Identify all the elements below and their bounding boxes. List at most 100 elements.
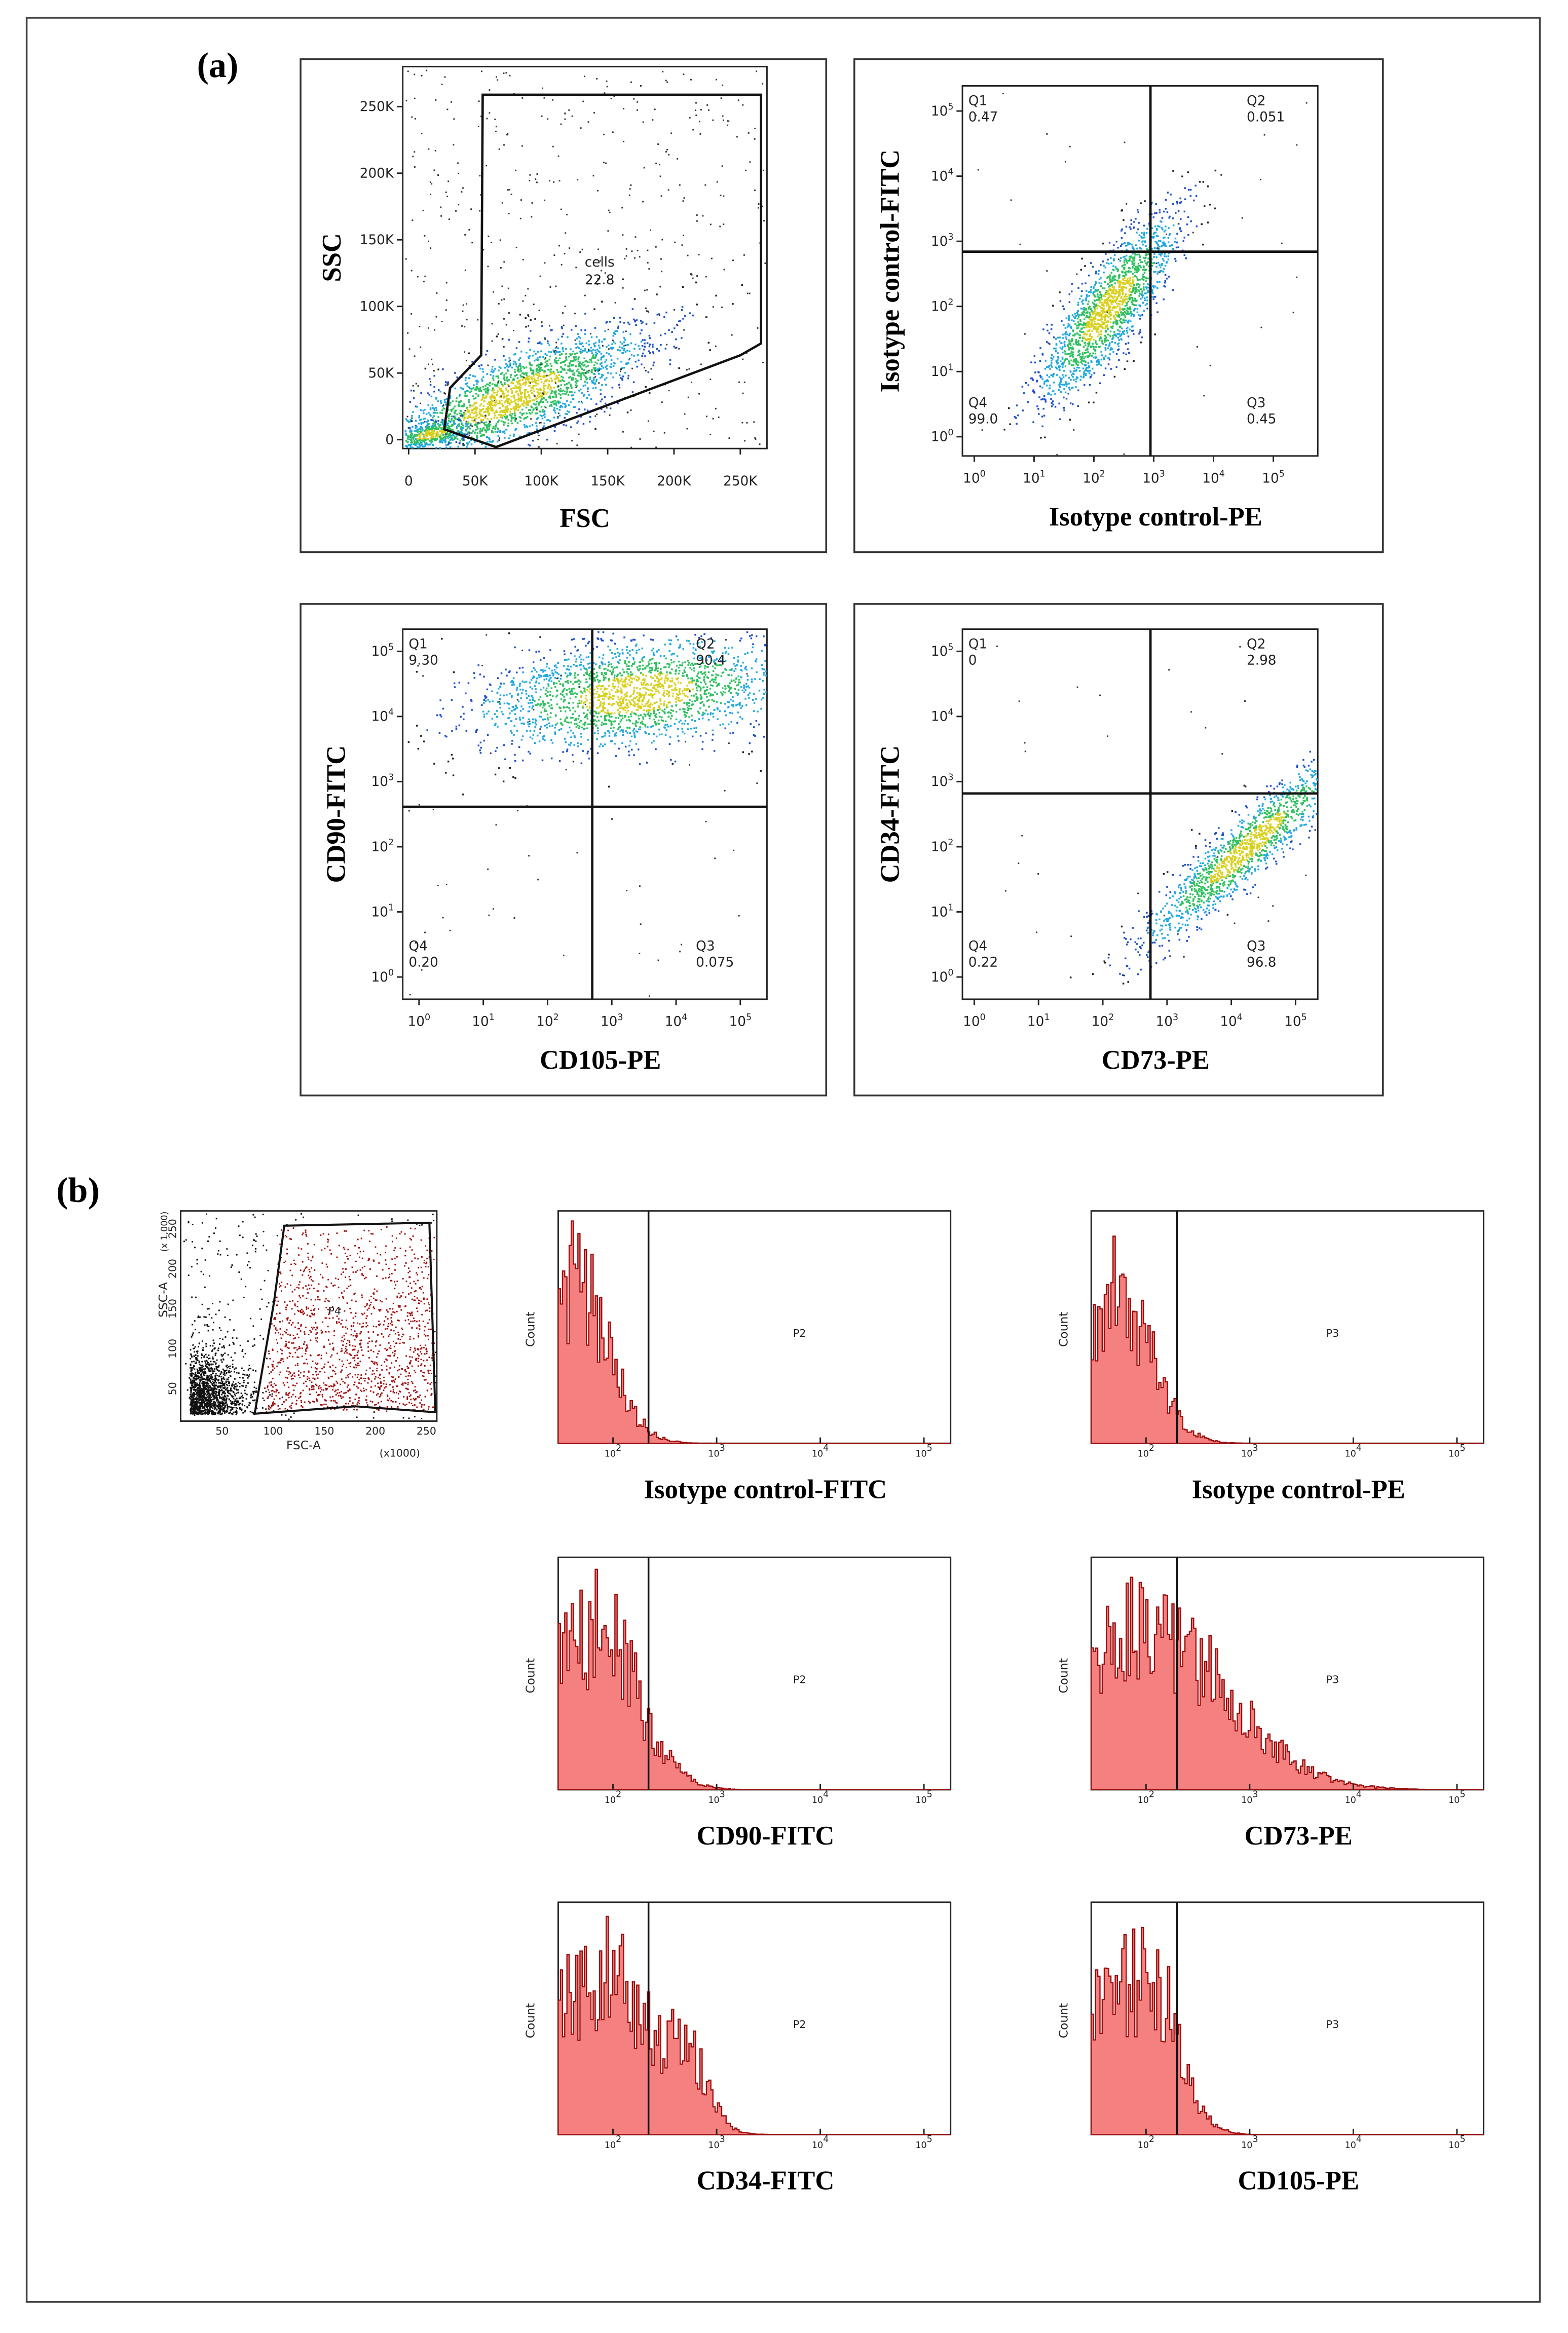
event-dot <box>1107 321 1109 323</box>
event-dot <box>707 342 710 344</box>
event-dot <box>1104 319 1106 321</box>
event-dot <box>437 433 439 435</box>
event-dot <box>472 375 474 377</box>
event-dot <box>446 436 449 438</box>
event-dot <box>1122 302 1124 304</box>
event-dot <box>1061 378 1063 380</box>
tick-exponent: 2 <box>1100 469 1105 479</box>
event-dot <box>1086 333 1088 335</box>
event-dot <box>1106 315 1109 317</box>
event-dot <box>1051 324 1053 326</box>
event-dot <box>642 657 644 659</box>
event-dot <box>1090 375 1092 378</box>
event-dot <box>542 701 544 704</box>
event-dot <box>536 409 538 411</box>
event-dot <box>665 80 667 82</box>
event-dot <box>1094 315 1097 318</box>
event-dot <box>449 439 452 441</box>
event-dot <box>621 378 623 380</box>
event-dot <box>433 169 435 171</box>
event-dot <box>1144 240 1146 242</box>
event-dot <box>426 69 428 71</box>
event-dot <box>581 342 583 344</box>
event-dot <box>591 380 593 382</box>
event-dot <box>594 367 597 369</box>
event-dot <box>571 440 573 442</box>
event-dot <box>417 439 420 441</box>
event-dot <box>533 402 535 405</box>
event-dot <box>1106 333 1109 335</box>
event-dot <box>461 429 463 431</box>
event-dot <box>535 178 537 180</box>
event-dot <box>1090 291 1092 293</box>
event-dot <box>499 407 501 409</box>
event-dot <box>464 395 466 397</box>
event-dot <box>578 683 580 685</box>
event-dot <box>552 145 554 147</box>
x-tick-label: 103 <box>1142 469 1165 486</box>
event-dot <box>557 385 559 387</box>
event-dot <box>683 329 685 331</box>
event-dot <box>604 361 606 363</box>
event-dot <box>494 428 497 430</box>
event-dot <box>1101 307 1103 309</box>
event-dot <box>1156 229 1158 231</box>
event-dot <box>599 363 602 365</box>
event-dot <box>549 420 551 422</box>
event-dot <box>1182 240 1185 242</box>
event-dot <box>1124 255 1126 258</box>
event-dot <box>529 425 531 428</box>
event-dot <box>633 348 636 350</box>
event-dot <box>504 413 506 416</box>
event-dot <box>648 345 651 348</box>
event-dot <box>1133 259 1135 262</box>
event-dot <box>1091 361 1093 363</box>
event-dot <box>527 314 529 316</box>
event-dot <box>419 439 421 441</box>
event-dot <box>440 402 442 404</box>
event-dot <box>1068 315 1070 317</box>
event-dot <box>1110 314 1112 316</box>
event-dot <box>1085 344 1087 347</box>
event-dot <box>533 399 535 401</box>
event-dot <box>1077 354 1079 357</box>
event-dot <box>472 430 474 432</box>
event-dot <box>539 401 541 403</box>
event-dot <box>469 416 471 418</box>
event-dot <box>682 318 684 320</box>
event-dot <box>1103 356 1105 359</box>
event-dot <box>562 377 564 379</box>
event-dot <box>531 389 533 392</box>
event-dot <box>1099 325 1101 327</box>
event-dot <box>496 391 498 394</box>
event-dot <box>1138 295 1140 297</box>
event-dot <box>1095 328 1097 330</box>
event-dot <box>1084 326 1087 329</box>
event-dot <box>1068 349 1070 351</box>
event-dot <box>1164 285 1167 288</box>
event-dot <box>435 99 437 101</box>
event-dot <box>1142 240 1144 242</box>
event-dot <box>578 433 580 435</box>
event-dot <box>409 420 412 423</box>
event-dot <box>634 257 636 259</box>
event-dot <box>1131 246 1134 248</box>
event-dot <box>462 437 464 439</box>
event-dot <box>1109 299 1112 301</box>
event-dot <box>1122 272 1124 274</box>
event-dot <box>515 404 517 406</box>
event-dot <box>1094 299 1096 302</box>
event-dot <box>524 391 526 393</box>
event-dot <box>646 310 648 312</box>
event-dot <box>515 347 518 349</box>
event-dot <box>527 391 529 393</box>
event-dot <box>503 346 505 348</box>
event-dot <box>483 400 486 402</box>
event-dot <box>593 343 595 345</box>
event-dot <box>596 646 598 648</box>
event-dot <box>1143 233 1145 235</box>
event-dot <box>1082 375 1085 378</box>
event-dot <box>575 718 577 720</box>
event-dot <box>1168 216 1170 219</box>
event-dot <box>1048 392 1050 394</box>
